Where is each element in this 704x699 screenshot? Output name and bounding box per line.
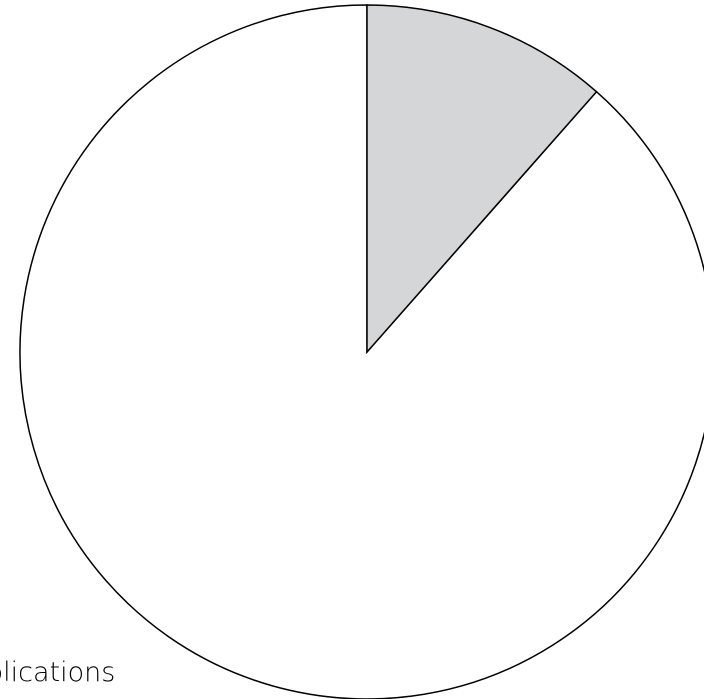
- slice-label-applications: plications: [0, 657, 115, 688]
- pie-slice-2: [19, 4, 704, 699]
- pie-slices: [19, 4, 704, 699]
- pie-labels: plications: [0, 657, 115, 688]
- pie-slice-1: [366, 4, 598, 354]
